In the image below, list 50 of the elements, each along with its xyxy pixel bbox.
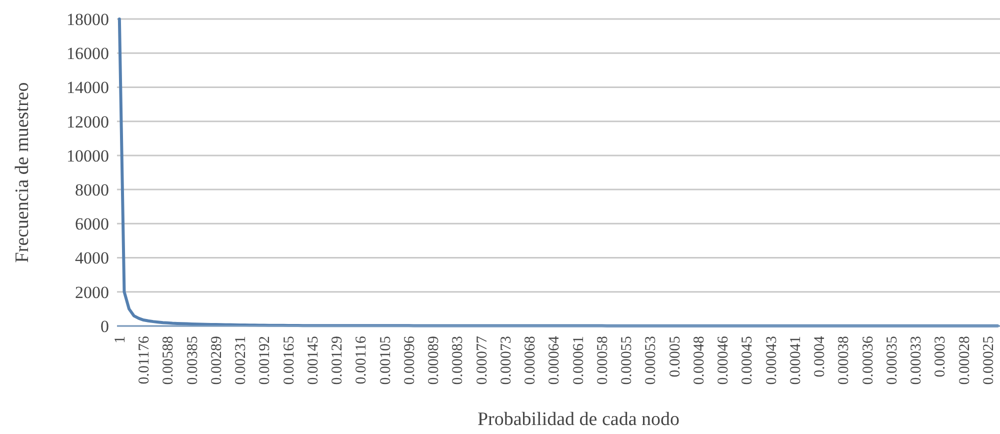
y-tick-label: 16000 — [66, 44, 109, 64]
x-tick-label: 0.00385 — [184, 336, 201, 385]
x-tick-label: 1 — [112, 336, 128, 344]
x-tick-label: 0.00041 — [788, 336, 804, 385]
x-tick-label: 0.00025 — [980, 336, 997, 385]
x-tick-label: 0.00038 — [836, 336, 852, 385]
x-tick-label: 0.01176 — [136, 336, 153, 384]
x-tick-label: 0.00116 — [354, 336, 370, 384]
x-tick-label: 0.00077 — [474, 336, 490, 385]
x-tick-label: 0.00064 — [546, 336, 563, 385]
x-tick-label: 0.00028 — [956, 336, 973, 385]
x-tick-label: 0.00089 — [426, 336, 442, 385]
y-tick-label: 14000 — [66, 78, 109, 98]
x-tick-label: 0.00145 — [305, 336, 322, 385]
y-tick-label: 8000 — [75, 180, 109, 200]
x-tick-label: 0.00289 — [208, 336, 225, 385]
x-tick-label: 0.00096 — [402, 336, 418, 385]
x-axis-title: Probabilidad de cada nodo — [477, 409, 680, 430]
x-tick-label: 0.0005 — [667, 336, 684, 378]
y-tick-label: 6000 — [75, 214, 109, 234]
x-tick-label: 0.00045 — [740, 336, 756, 385]
x-tick-label: 0.00231 — [233, 336, 250, 385]
x-tick-label: 0.00048 — [691, 336, 708, 385]
x-tick-label: 0.00588 — [160, 336, 177, 385]
x-tick-label: 0.0003 — [932, 336, 949, 378]
x-tick-label: 0.00043 — [764, 336, 780, 385]
y-tick-label: 4000 — [75, 248, 109, 268]
x-tick-label: 0.00068 — [522, 336, 539, 385]
y-axis-title: Frecuencia de muestreo — [12, 82, 33, 263]
x-tick-label: 0.00055 — [619, 336, 636, 385]
x-tick-label: 0.00073 — [498, 336, 514, 385]
y-tick-label: 12000 — [66, 112, 109, 132]
y-tick-label: 18000 — [66, 10, 109, 29]
x-tick-label: 0.00053 — [643, 336, 660, 385]
x-tick-label: 0.00036 — [860, 336, 876, 385]
x-tick-label: 0.0004 — [812, 336, 828, 378]
x-tick-label: 0.00033 — [908, 336, 925, 385]
x-tick-label: 0.00083 — [450, 336, 466, 385]
x-tick-label: 0.00129 — [330, 336, 346, 385]
x-tick-label: 0.00192 — [257, 336, 274, 385]
y-tick-label: 2000 — [75, 282, 109, 302]
x-tick-label: 0.00165 — [281, 336, 298, 385]
x-tick-label: 0.00046 — [716, 336, 732, 385]
x-tick-label: 0.00035 — [884, 336, 900, 385]
y-tick-label: 10000 — [66, 146, 109, 166]
line-series — [118, 18, 1000, 328]
y-tick-label: 0 — [100, 316, 109, 336]
x-tick-label: 0.00061 — [570, 336, 587, 385]
x-tick-label: 0.00105 — [378, 336, 394, 385]
x-tick-label: 0.00058 — [594, 336, 611, 385]
